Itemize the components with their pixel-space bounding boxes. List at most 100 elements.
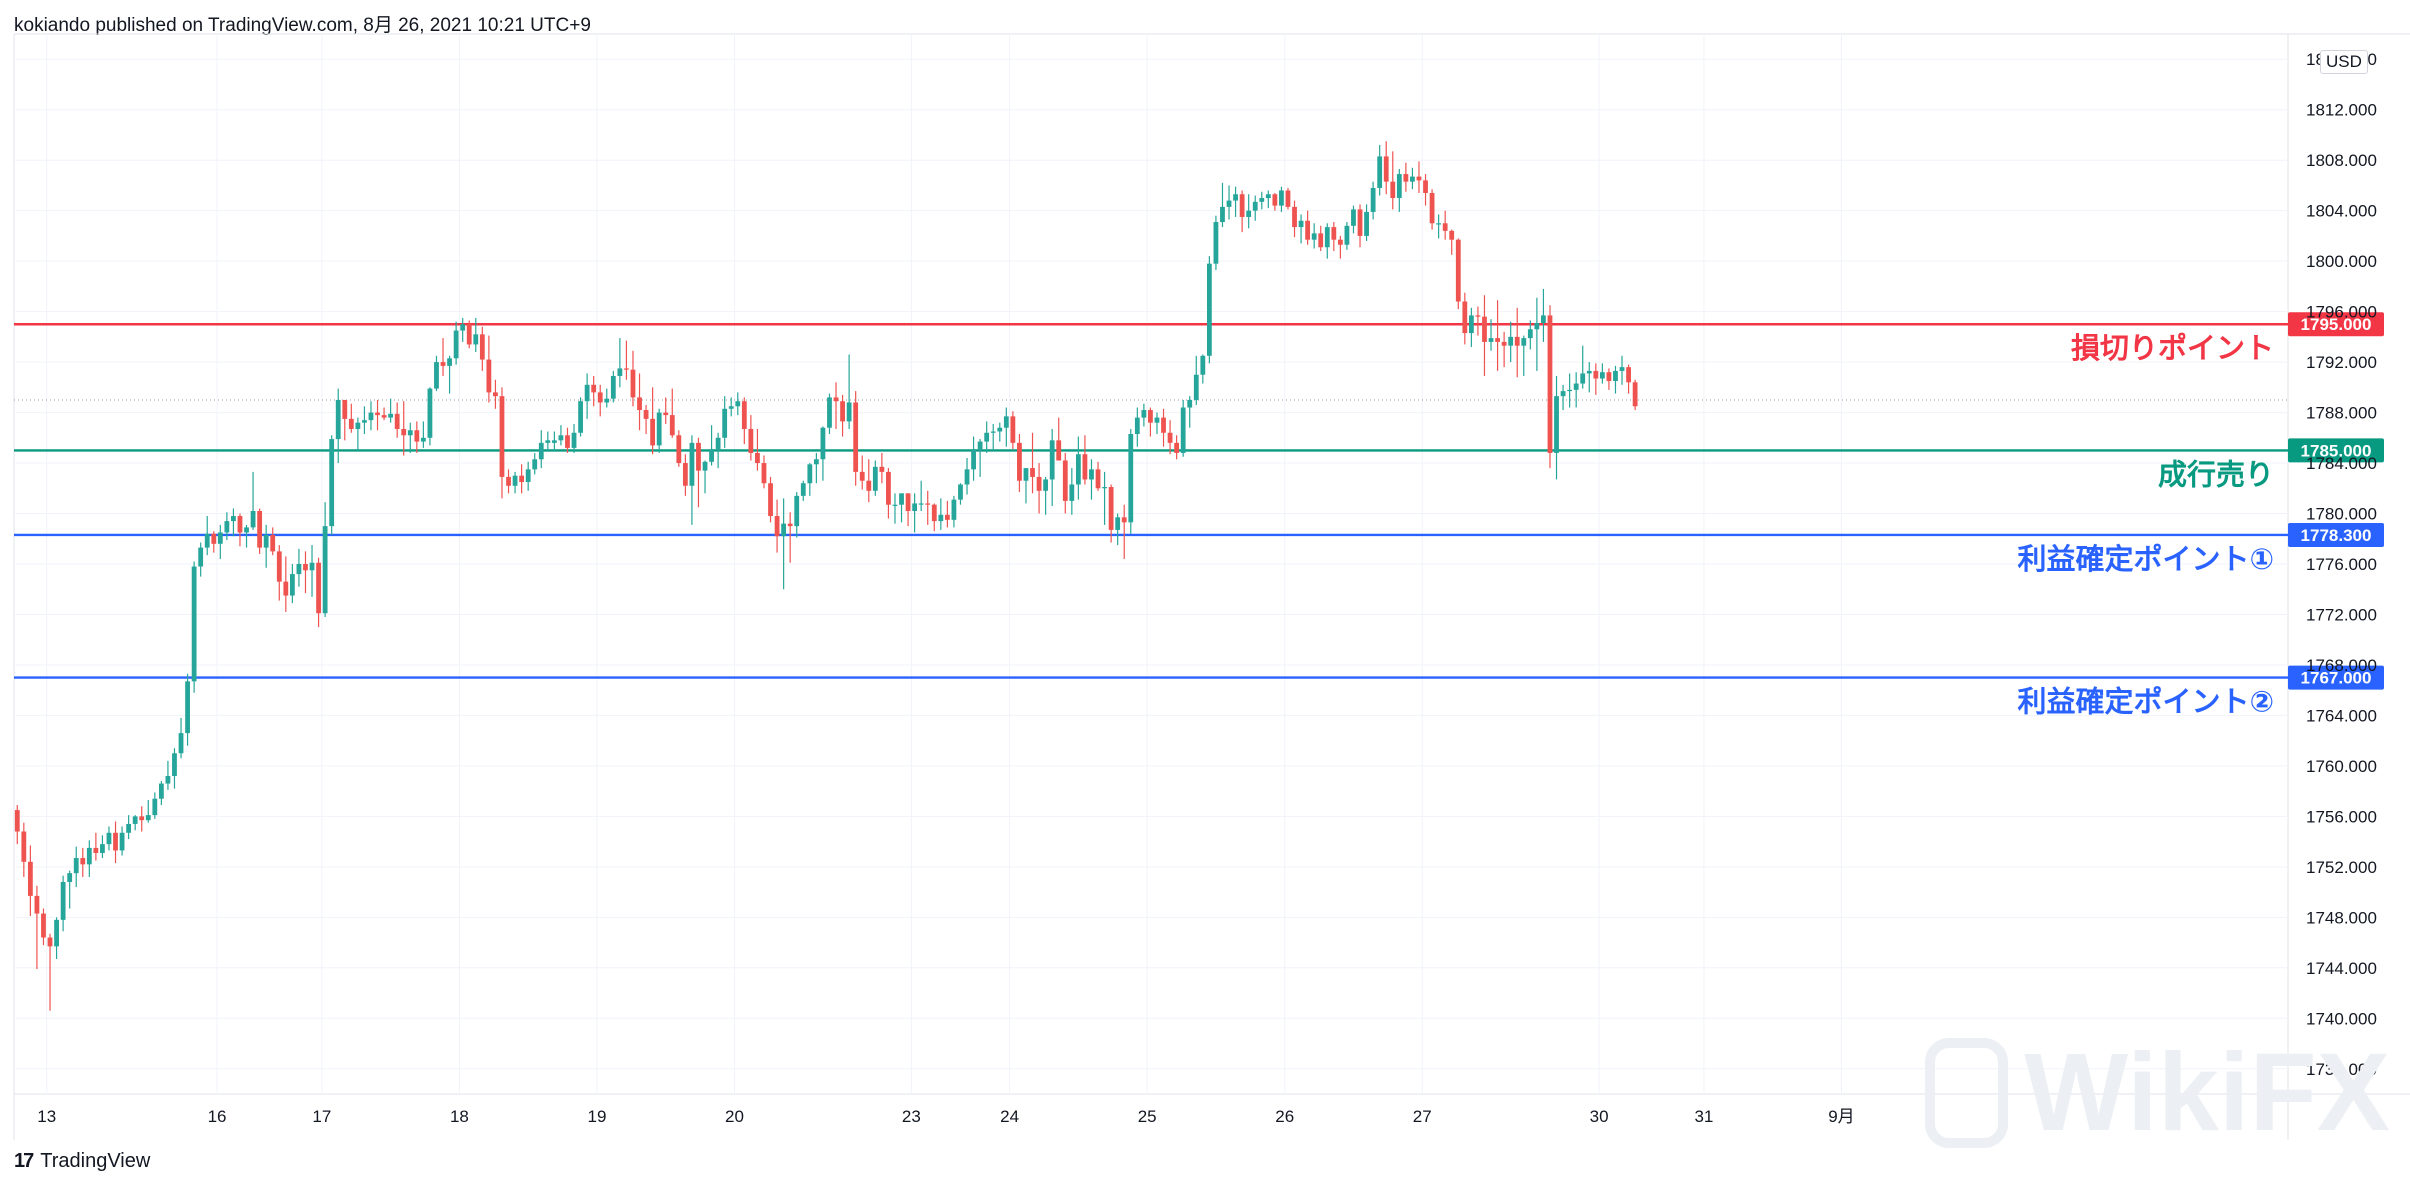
time-axis[interactable]: 13 16 17 18 19 20 23 24 25 26 27 30 31 9月 (37, 1107, 1854, 1126)
candle-body (866, 480, 872, 491)
take-profit-1-price-tag (2288, 522, 2384, 547)
candle (807, 463, 813, 496)
tradingview-footer[interactable]: 17 TradingView (14, 1150, 150, 1173)
candle (827, 393, 832, 435)
price-unit-badge[interactable]: USD (2320, 50, 2368, 74)
candle-body (1134, 417, 1140, 435)
candle (1357, 204, 1363, 248)
candle (905, 493, 911, 527)
candle-body (624, 368, 629, 370)
candle-body (1567, 389, 1573, 392)
chart-grid (13, 33, 2410, 1140)
candle-body (827, 397, 832, 428)
candle (787, 512, 793, 563)
candle (447, 355, 452, 394)
candle-body (794, 495, 800, 527)
candle-body (964, 469, 970, 485)
candle-body (447, 358, 452, 366)
candle-body (1154, 417, 1160, 423)
candle-body (755, 452, 760, 464)
candle (270, 527, 276, 556)
time-tick-label: 16 (208, 1107, 227, 1126)
candle (257, 508, 263, 554)
price-tick-label: 1764.000 (2306, 706, 2377, 725)
candle-body (591, 384, 597, 393)
tradingview-brand: TradingView (40, 1150, 151, 1172)
candle (774, 499, 780, 553)
candle-body (886, 471, 891, 505)
candle-body (388, 413, 394, 418)
candle-body (905, 493, 911, 511)
candle-body (1626, 367, 1631, 383)
candle-body (840, 401, 845, 422)
price-levels: 1795.000 1785.000 1778.300 1767.000 (14, 312, 2384, 690)
candle (1121, 504, 1127, 559)
candle-body (1187, 399, 1193, 408)
candle (1626, 364, 1631, 394)
candle (1161, 408, 1166, 447)
candle (27, 845, 33, 917)
candle (1062, 452, 1068, 514)
candle-body (1482, 316, 1487, 342)
candle-body (984, 432, 990, 442)
candle-body (1239, 194, 1245, 217)
candle (1488, 319, 1494, 351)
candle (1148, 407, 1153, 437)
candle (1141, 403, 1147, 427)
candle-body (355, 422, 361, 429)
candle (846, 354, 852, 429)
candle-body (1344, 225, 1350, 245)
candle-body (1265, 194, 1271, 199)
candle-body (473, 334, 479, 345)
candle-body (1010, 416, 1016, 443)
candle (342, 399, 348, 441)
candle (263, 524, 269, 568)
candle-body (912, 503, 918, 511)
candle (335, 388, 341, 464)
price-tick-label: 1776.000 (2306, 555, 2377, 574)
candle (1324, 223, 1330, 259)
price-tick-label: 1744.000 (2306, 959, 2377, 978)
candle (34, 885, 40, 970)
candle-body (1213, 222, 1219, 264)
candle-body (689, 442, 695, 486)
candle (1030, 432, 1035, 494)
candle (244, 524, 249, 548)
candle-body (191, 566, 197, 682)
candle-body (728, 406, 734, 409)
publish-header: kokiando published on TradingView.com, 8… (14, 15, 591, 36)
candle (702, 460, 708, 494)
candle (1180, 399, 1186, 457)
candle (1619, 355, 1625, 385)
candle-body (1455, 239, 1461, 302)
candle (466, 320, 472, 349)
candle-body (453, 330, 459, 359)
candle (1292, 200, 1297, 238)
candle (748, 415, 754, 461)
watermark-text: WikiFX (2024, 1031, 2390, 1154)
candle-body (735, 401, 741, 407)
candle-body (335, 399, 341, 440)
candle-body (643, 410, 649, 419)
candle (853, 391, 859, 486)
candle (407, 422, 413, 453)
candle (1606, 368, 1612, 390)
take-profit-1-price-tag-text: 1778.300 (2301, 526, 2372, 545)
candle-body (1128, 434, 1134, 523)
candle (1056, 417, 1062, 461)
candle-body (434, 362, 439, 389)
candle (499, 387, 505, 499)
candle (964, 458, 970, 495)
candle (1298, 214, 1304, 244)
candle (624, 340, 629, 380)
candle (1010, 411, 1016, 450)
candle-body (1233, 194, 1238, 201)
candle-body (525, 469, 531, 482)
candle (479, 326, 485, 371)
candlestick-chart[interactable]: 1795.000 1785.000 1778.300 1767.000 1736.00… (0, 0, 2410, 1140)
candle (1043, 476, 1049, 515)
candle-body (165, 776, 171, 784)
candle-body (859, 471, 865, 481)
price-axis[interactable]: 1736.000 1740.000 1744.000 1748.000 1752.000… (2306, 50, 2377, 1079)
